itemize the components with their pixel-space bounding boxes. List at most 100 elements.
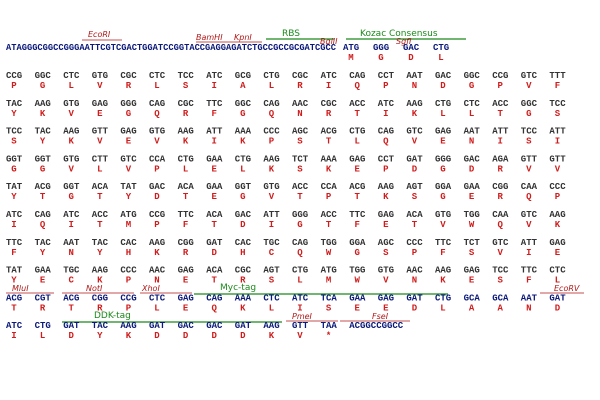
codon: AAG: [120, 321, 136, 331]
amino-acid: V: [68, 109, 74, 119]
codon: GGC: [235, 99, 252, 109]
codon: GGA: [435, 182, 452, 192]
codon: AAT: [521, 293, 538, 303]
amino-acid: T: [97, 220, 103, 230]
feature-label: SgfI: [396, 37, 412, 46]
codon: AAT: [63, 238, 80, 248]
amino-acid: Q: [383, 137, 389, 147]
amino-acid: E: [211, 164, 217, 174]
amino-acid: G: [297, 220, 302, 230]
amino-acid: F: [440, 248, 445, 258]
tag-label: RBS: [282, 29, 300, 39]
amino-acid: V: [269, 192, 275, 202]
codon: GAG: [435, 127, 451, 137]
amino-acid: E: [383, 220, 389, 230]
codon: CTC: [63, 71, 80, 81]
codon: GGT: [6, 154, 23, 164]
feature-label: MluI: [12, 284, 29, 293]
amino-acid: S: [469, 248, 475, 258]
amino-acid: T: [412, 220, 418, 230]
codon: CAA: [521, 182, 538, 192]
amino-acid: T: [326, 220, 332, 230]
codon: CTG: [435, 293, 451, 303]
amino-acid: K: [40, 109, 46, 119]
amino-acid: Y: [40, 137, 46, 147]
amino-acid: Q: [154, 109, 160, 119]
amino-acid: A: [497, 303, 503, 313]
amino-acid: G: [240, 192, 245, 202]
amino-acid: G: [240, 109, 245, 119]
codon: TAA: [321, 321, 338, 331]
amino-acid: W: [354, 276, 360, 286]
codon: TAC: [6, 99, 23, 109]
codon: AAG: [549, 210, 565, 220]
codon: TGG: [464, 210, 480, 220]
amino-acid: I: [297, 303, 302, 313]
codon: GGG: [373, 43, 389, 53]
codon: GAG: [549, 238, 565, 248]
codon: GTC: [120, 154, 137, 164]
codon: AGT: [263, 266, 280, 276]
amino-acid: R: [126, 81, 132, 91]
amino-acid: L: [269, 303, 274, 313]
codon: AAG: [263, 321, 279, 331]
amino-acid: D: [211, 248, 217, 258]
codon: TTC: [435, 238, 452, 248]
codon: GTT: [92, 127, 109, 137]
amino-acid: S: [497, 276, 503, 286]
amino-acid: R: [97, 303, 103, 313]
amino-acid: L: [183, 164, 188, 174]
amino-acid: R: [497, 164, 503, 174]
codon: ATT: [549, 127, 566, 137]
amino-acid: E: [97, 109, 103, 119]
codon: ACG: [63, 293, 79, 303]
amino-acid: L: [440, 109, 445, 119]
codon: ATG: [343, 43, 359, 53]
codon: CCA: [149, 154, 166, 164]
codon: CTC: [263, 293, 280, 303]
amino-acid: L: [354, 137, 359, 147]
codon: CGC: [120, 71, 137, 81]
codon: GAT: [63, 321, 80, 331]
codon: GGT: [235, 182, 252, 192]
codon: TTC: [349, 210, 366, 220]
codon: GAC: [178, 321, 195, 331]
codon: GGG: [435, 154, 451, 164]
codon: TTC: [521, 266, 538, 276]
amino-acid: I: [269, 220, 274, 230]
amino-acid: S: [555, 109, 561, 119]
amino-acid: S: [297, 137, 303, 147]
amino-acid: Y: [11, 192, 17, 202]
codon: TCC: [492, 266, 509, 276]
amino-acid: G: [40, 164, 45, 174]
amino-acid: D: [555, 303, 561, 313]
trailer-sequence: ACGGCCGGCC: [349, 321, 404, 331]
amino-acid: G: [11, 164, 16, 174]
amino-acid: Q: [526, 192, 532, 202]
codon: TAC: [35, 127, 52, 137]
codon: GAA: [349, 293, 366, 303]
amino-acid: D: [211, 331, 217, 341]
codon: GAG: [92, 99, 108, 109]
amino-acid: S: [326, 303, 332, 313]
codon: GTT: [521, 154, 538, 164]
amino-acid: I: [526, 248, 531, 258]
codon: GTG: [378, 266, 394, 276]
amino-acid: I: [11, 220, 16, 230]
amino-acid: T: [326, 137, 332, 147]
codon: GAG: [178, 293, 194, 303]
feature-label: BglII: [320, 37, 338, 46]
codon: TAT: [6, 266, 23, 276]
codon: GAG: [120, 127, 136, 137]
codon: GTG: [435, 210, 451, 220]
amino-acid: Q: [40, 220, 46, 230]
codon: AAA: [235, 293, 252, 303]
amino-acid: L: [297, 276, 302, 286]
amino-acid: D: [240, 220, 246, 230]
codon: CTC: [149, 293, 166, 303]
codon: CTG: [435, 99, 451, 109]
codon: GAG: [349, 154, 365, 164]
amino-acid: Y: [11, 276, 17, 286]
amino-acid: H: [240, 248, 245, 258]
codon: GAA: [35, 266, 52, 276]
